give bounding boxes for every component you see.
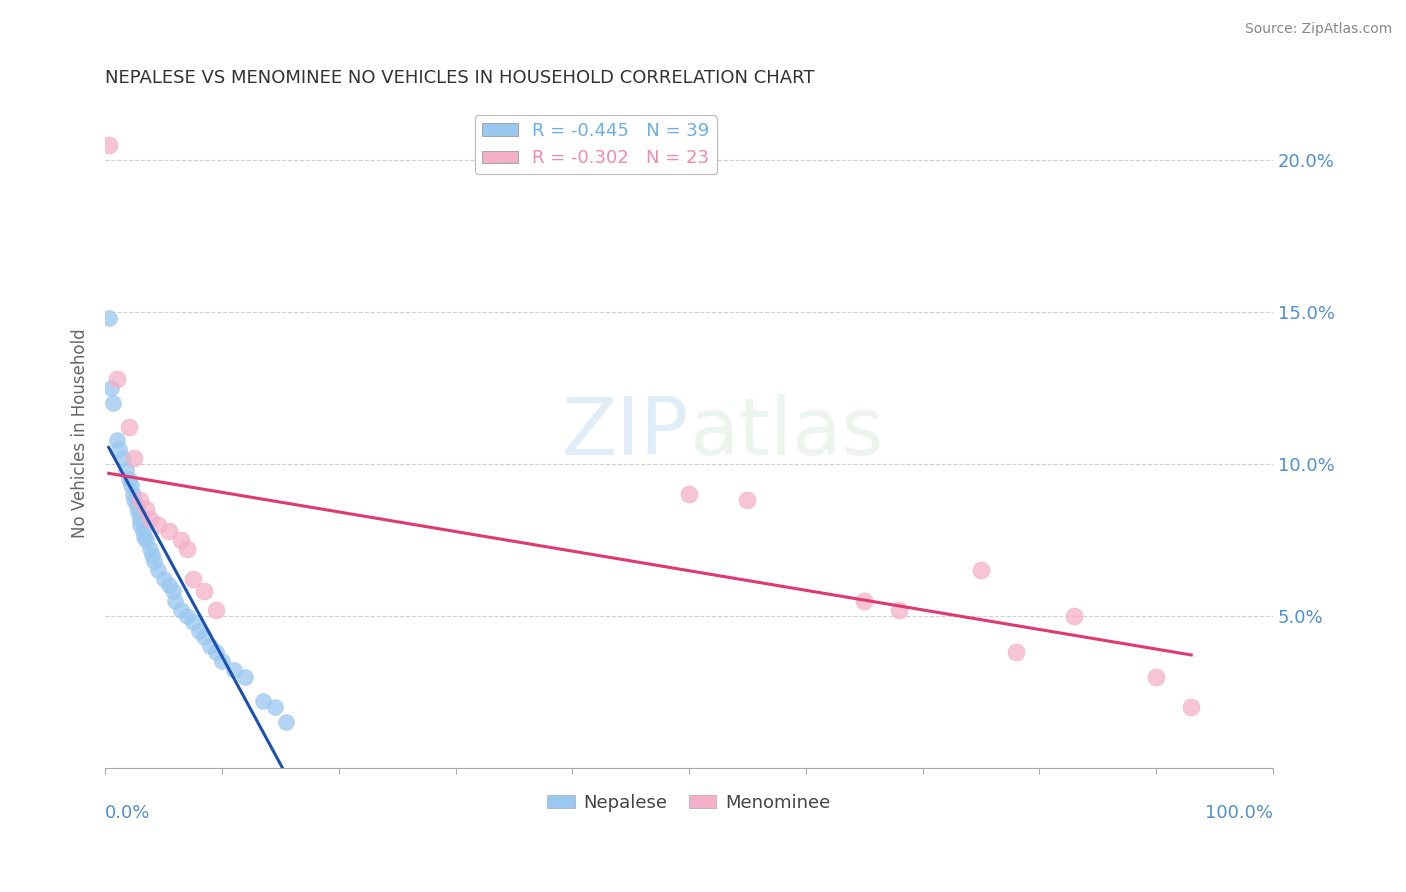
Point — [124, 450, 146, 465]
Point — [97, 310, 120, 325]
Point — [127, 505, 149, 519]
Point — [252, 694, 274, 708]
Point — [124, 493, 146, 508]
Point — [170, 603, 193, 617]
Point — [170, 533, 193, 547]
Point — [678, 487, 700, 501]
Point — [176, 608, 198, 623]
Point — [143, 554, 166, 568]
Point — [276, 715, 298, 730]
Point — [181, 572, 204, 586]
Point — [120, 478, 142, 492]
Point — [146, 563, 169, 577]
Point — [1005, 645, 1028, 659]
Point — [737, 493, 759, 508]
Point — [138, 541, 160, 556]
Point — [205, 645, 228, 659]
Point — [103, 396, 125, 410]
Point — [117, 420, 139, 434]
Point — [108, 442, 131, 456]
Text: NEPALESE VS MENOMINEE NO VEHICLES IN HOUSEHOLD CORRELATION CHART: NEPALESE VS MENOMINEE NO VEHICLES IN HOU… — [105, 69, 814, 87]
Point — [100, 381, 122, 395]
Point — [159, 578, 181, 592]
Point — [1063, 608, 1085, 623]
Point — [152, 572, 174, 586]
Point — [97, 137, 120, 152]
Point — [233, 669, 256, 683]
Point — [105, 433, 128, 447]
Point — [117, 472, 139, 486]
Point — [1180, 700, 1202, 714]
Point — [129, 517, 152, 532]
Point — [132, 530, 155, 544]
Point — [129, 493, 152, 508]
Text: 100.0%: 100.0% — [1205, 805, 1272, 822]
Point — [115, 463, 138, 477]
Point — [165, 593, 187, 607]
Legend: Nepalese, Menominee: Nepalese, Menominee — [540, 787, 838, 819]
Point — [193, 630, 215, 644]
Point — [222, 664, 245, 678]
Point — [211, 654, 233, 668]
Point — [111, 450, 134, 465]
Point — [125, 500, 148, 514]
Point — [193, 584, 215, 599]
Text: Source: ZipAtlas.com: Source: ZipAtlas.com — [1244, 22, 1392, 37]
Point — [146, 517, 169, 532]
Y-axis label: No Vehicles in Household: No Vehicles in Household — [72, 328, 89, 538]
Point — [141, 548, 163, 562]
Point — [122, 487, 145, 501]
Point — [200, 639, 222, 653]
Point — [135, 533, 157, 547]
Point — [131, 524, 153, 538]
Point — [176, 541, 198, 556]
Text: 0.0%: 0.0% — [105, 805, 150, 822]
Point — [129, 511, 152, 525]
Text: ZIP: ZIP — [561, 394, 689, 473]
Point — [162, 584, 184, 599]
Point — [970, 563, 993, 577]
Point — [187, 624, 209, 638]
Point — [138, 511, 160, 525]
Point — [1144, 669, 1167, 683]
Point — [159, 524, 181, 538]
Point — [853, 593, 876, 607]
Point — [135, 502, 157, 516]
Point — [205, 603, 228, 617]
Point — [889, 603, 911, 617]
Point — [181, 615, 204, 629]
Point — [105, 372, 128, 386]
Point — [263, 700, 285, 714]
Text: atlas: atlas — [689, 394, 883, 473]
